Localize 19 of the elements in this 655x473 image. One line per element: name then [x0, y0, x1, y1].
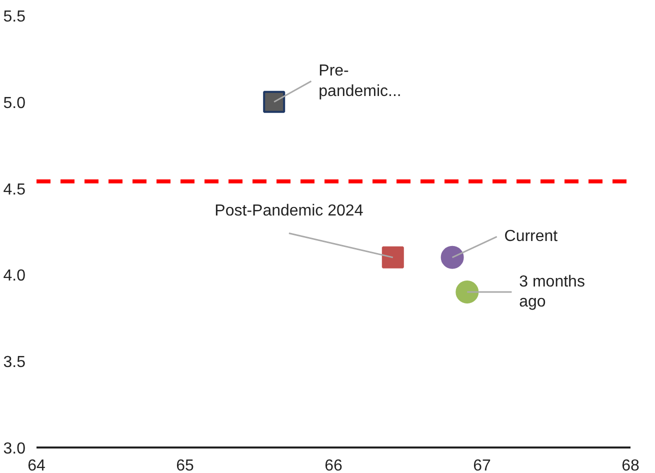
x-tick-label: 68 [622, 458, 640, 473]
point [456, 280, 479, 304]
point [440, 246, 464, 269]
text: 3 months ago [519, 273, 585, 311]
y-tick-label: 4.0 [3, 268, 26, 285]
text: Pre- pandemic... [318, 62, 402, 100]
x-tick-label: 67 [473, 458, 491, 473]
y-tick-label: 4.5 [3, 181, 26, 198]
text: Post-Pandemic 2024 [214, 202, 364, 220]
point [382, 246, 404, 268]
y-tick-label: 3.5 [3, 354, 26, 372]
x-tick-label: 66 [324, 458, 342, 473]
point [263, 90, 286, 113]
x-tick-label: 64 [28, 458, 46, 473]
y-tick-label: 5.0 [3, 94, 26, 112]
text: Current [504, 228, 558, 246]
y-tick-label: 5.5 [3, 8, 26, 26]
x-tick-label: 65 [176, 458, 194, 473]
y-tick-label: 3.0 [3, 440, 26, 458]
